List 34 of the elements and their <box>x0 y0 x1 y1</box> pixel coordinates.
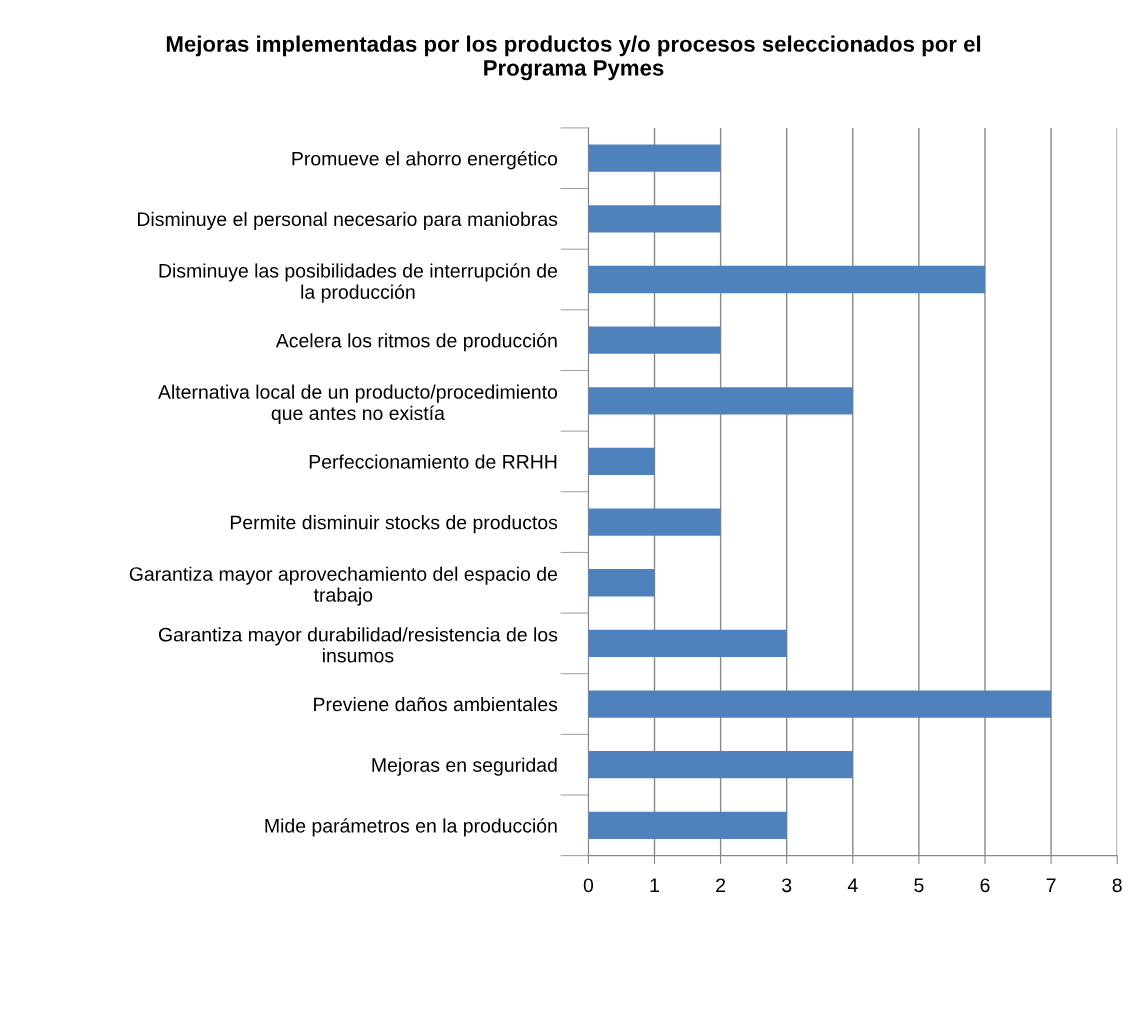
y-tick-label: Garantiza mayor aprovechamiento del espacio de trabajo <box>129 566 558 606</box>
bar <box>588 387 853 415</box>
bar <box>588 569 655 597</box>
x-tick-label: 7 <box>1046 878 1056 892</box>
y-tick-label: Acelera los ritmos de producción <box>275 332 557 352</box>
bar <box>588 629 787 658</box>
x-tick-label: 5 <box>914 878 924 893</box>
x-tick-label: 1 <box>650 878 659 892</box>
bar <box>588 326 721 354</box>
bar <box>588 447 655 476</box>
y-tick-label: Disminuye el personal necesario para maniobras <box>137 211 558 230</box>
y-tick-label: Permite disminuir stocks de productos <box>230 515 558 534</box>
y-tick-label: Mejoras en seguridad <box>372 757 557 776</box>
x-tick-label: 6 <box>980 878 990 893</box>
y-tick-label: Alternativa local de un producto/procedimiento que antes no existía <box>157 384 558 424</box>
bar <box>588 751 853 779</box>
x-tick-label: 2 <box>716 878 726 892</box>
x-tick-label: 0 <box>583 878 594 893</box>
x-tick-label: 3 <box>782 878 792 893</box>
bar <box>588 205 721 233</box>
bar <box>588 811 787 839</box>
bar <box>588 690 1052 718</box>
bar <box>588 265 985 294</box>
y-tick-label: Promueve el ahorro energético <box>292 151 558 170</box>
x-tick-label: 8 <box>1112 878 1122 893</box>
chart-title: Mejoras implementadas por los productos y/o procesos seleccionados por el Programa Pymes <box>166 35 981 81</box>
x-tick-label: 4 <box>847 878 858 892</box>
bar <box>588 144 721 172</box>
y-tick-label: Perfeccionamiento de RRHH <box>309 454 557 469</box>
y-tick-label: Previene daños ambientales <box>314 696 558 712</box>
y-tick-label: Garantiza mayor durabilidad/resistencia de los insumos <box>158 627 558 663</box>
y-tick-label: Mide parámetros en la producción <box>265 818 557 837</box>
bar <box>588 508 721 536</box>
y-tick-label: Disminuye las posibilidades de interrupción de la producción <box>159 263 558 303</box>
